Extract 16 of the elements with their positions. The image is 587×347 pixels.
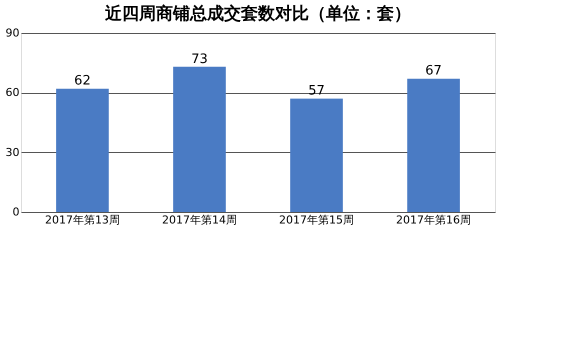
bar — [290, 98, 343, 212]
x-tick-label: 2017年第15周 — [279, 214, 354, 226]
x-tick-label: 2017年第13周 — [44, 214, 120, 226]
data-label: 67 — [425, 64, 442, 79]
data-label: 62 — [74, 74, 91, 89]
data-label: 73 — [191, 52, 208, 67]
y-tick-label: 0 — [12, 206, 20, 218]
x-tick-label: 2017年第14周 — [162, 214, 237, 226]
bar — [173, 66, 226, 212]
bar — [407, 78, 460, 212]
y-tick-label: 30 — [6, 146, 20, 159]
y-tick-label: 60 — [6, 86, 20, 100]
chart-title: 近四周商铺总成交套数对比（单位：套） — [104, 4, 411, 24]
bar — [56, 88, 109, 212]
x-tick-label: 2017年第16周 — [396, 214, 472, 226]
y-tick-label: 90 — [6, 26, 20, 40]
